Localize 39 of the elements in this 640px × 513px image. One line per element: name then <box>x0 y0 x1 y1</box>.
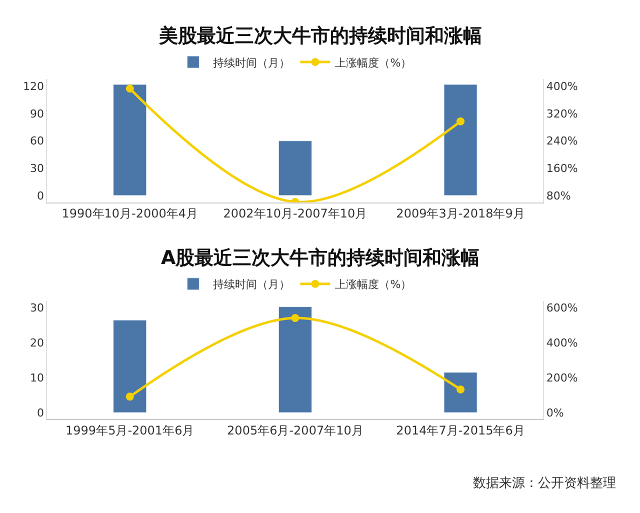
y-tick-label: 0 <box>37 189 44 202</box>
x-tick-label: 2005年6月-2007年10月 <box>227 424 364 438</box>
legend-label: 上涨幅度（%） <box>335 278 412 292</box>
point <box>126 392 134 401</box>
chart-title: A股最近三次大牛市的持续时间和涨幅 <box>161 247 480 269</box>
y2-tick-label: 400% <box>546 80 578 94</box>
y2-tick-label: 0% <box>546 406 564 420</box>
y-tick-label: 120 <box>23 80 44 94</box>
x-tick-label: 2014年7月-2015年6月 <box>396 424 525 438</box>
y-tick-label: 10 <box>30 372 44 385</box>
x-tick-label: 2009年3月-2018年9月 <box>396 206 525 221</box>
chart-title: 美股最近三次大牛市的持续时间和涨幅 <box>158 25 482 47</box>
x-tick-label: 2002年10月-2007年10月 <box>223 206 368 221</box>
source-note: 数据来源：公开资料整理 <box>473 476 616 491</box>
legend-label: 上涨幅度（%） <box>335 56 412 70</box>
point <box>126 84 134 93</box>
bar <box>444 372 478 413</box>
y-tick-label: 90 <box>30 107 44 120</box>
y2-tick-label: 240% <box>546 134 578 148</box>
y-tick-label: 60 <box>30 134 44 148</box>
point <box>291 314 300 322</box>
bar <box>278 306 312 413</box>
y2-tick-label: 320% <box>546 107 578 120</box>
y-tick-label: 20 <box>30 336 44 350</box>
y2-tick-label: 200% <box>546 372 578 385</box>
point <box>456 117 465 126</box>
x-tick-label: 1990年10月-2000年4月 <box>62 206 198 221</box>
point <box>456 385 465 394</box>
y2-tick-label: 400% <box>546 336 578 350</box>
y-tick-label: 0 <box>37 406 44 420</box>
y-tick-label: 30 <box>30 302 44 315</box>
legend-label: 持续时间（月） <box>213 56 290 70</box>
bar <box>113 320 147 413</box>
y2-tick-label: 600% <box>546 302 578 315</box>
y-tick-label: 30 <box>30 162 44 176</box>
legend-label: 持续时间（月） <box>213 278 290 292</box>
x-tick-label: 1999年5月-2001年6月 <box>66 424 194 438</box>
y2-tick-label: 160% <box>546 162 578 175</box>
y2-tick-label: 80% <box>546 189 571 202</box>
